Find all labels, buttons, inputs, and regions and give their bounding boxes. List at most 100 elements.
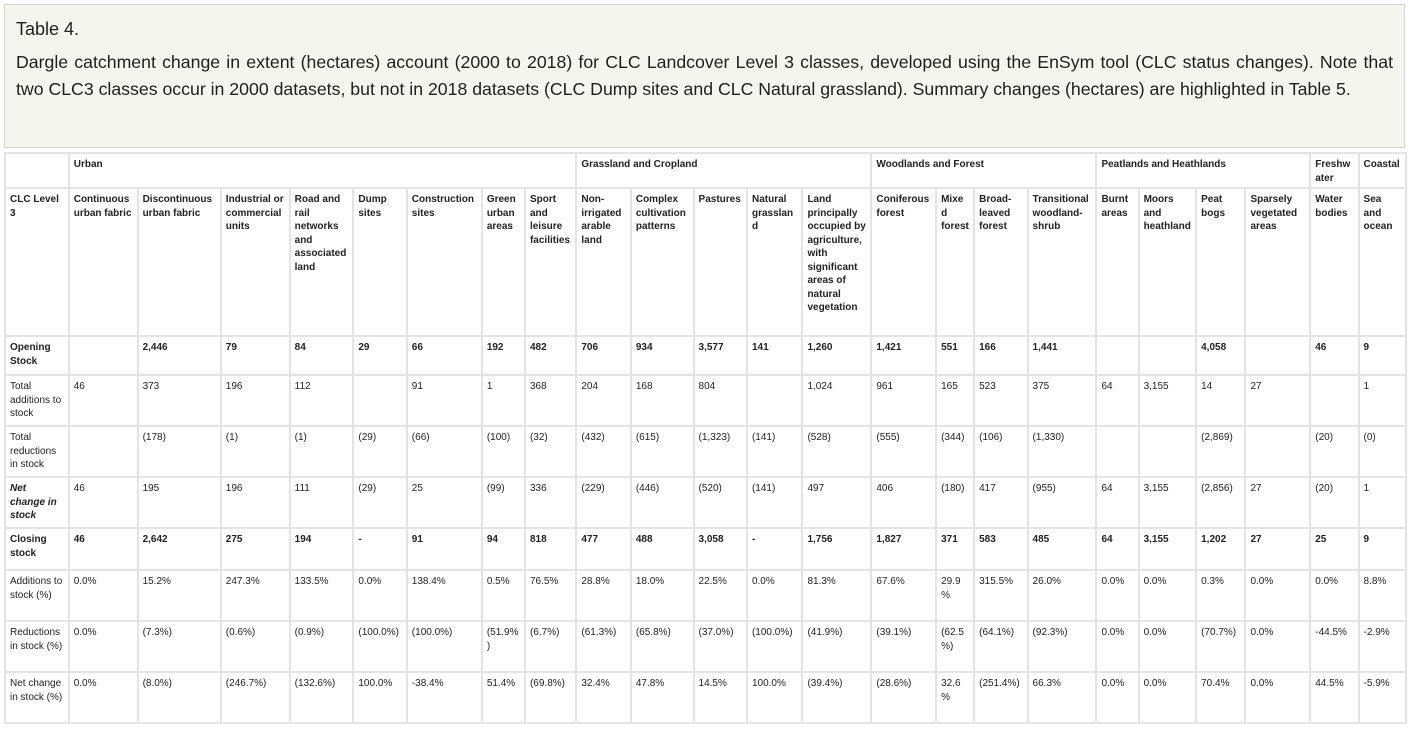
table-cell: 3,577 — [692, 335, 748, 376]
table-cell: (528) — [801, 425, 873, 478]
table-cell: -5.9% — [1357, 671, 1408, 724]
table-cell: 485 — [1026, 527, 1098, 571]
table-cell: 15.2% — [136, 569, 222, 622]
table-cell: 32.4% — [575, 671, 632, 724]
table-cell: 0.0% — [1137, 671, 1198, 724]
table-cell: (432) — [575, 425, 632, 478]
table-cell: 18.0% — [629, 569, 695, 622]
table-cell: 0.5% — [480, 569, 526, 622]
table-cell: 497 — [801, 476, 873, 529]
table-cell: (65.8%) — [629, 620, 695, 673]
table-cell: 375 — [1026, 374, 1098, 427]
table-row: Net change in stock (%) 0.0% (8.0%) (246.7%… — [4, 671, 1408, 724]
table-row: Additions to stock (%) 0.0% 15.2% 247.3% 133… — [4, 569, 1408, 622]
table-number: Table 4. — [16, 19, 80, 39]
table-cell: 141 — [745, 335, 804, 376]
table-cell: 1,202 — [1195, 527, 1247, 571]
table-cell: (106) — [973, 425, 1029, 478]
class-header-cell: Broad-leaved forest — [973, 187, 1029, 337]
table-cell: (32) — [523, 425, 578, 478]
table-row: Reductions in stock (%) 0.0% (7.3%) (0.6%)(… — [4, 620, 1408, 673]
table-cell: 482 — [523, 335, 578, 376]
table-cell: 373 — [136, 374, 222, 427]
class-header-cell: Sport and leisure facilities — [523, 187, 578, 337]
table-cell: 0.0% — [1137, 569, 1198, 622]
table-cell: 371 — [935, 527, 976, 571]
table-cell: 0.0% — [1309, 569, 1360, 622]
table-cell: 138.4% — [405, 569, 483, 622]
table-cell: 46 — [67, 374, 139, 427]
table-cell: 22.5% — [692, 569, 748, 622]
table-cell: 934 — [629, 335, 695, 376]
table-cell: 488 — [629, 527, 695, 571]
table-cell: 46 — [67, 527, 139, 571]
row-label: Opening Stock — [4, 335, 70, 376]
table-cell: 29 — [352, 335, 408, 376]
table-cell: (229) — [575, 476, 632, 529]
table-cell: 100.0% — [745, 671, 804, 724]
table-cell: (178) — [136, 425, 222, 478]
table-cell: 196 — [219, 476, 291, 529]
class-header-cell: Transitional woodland-shrub — [1026, 187, 1098, 337]
row-header-clc-level-3: CLC Level 3 — [4, 187, 70, 337]
table-cell: 3,155 — [1137, 527, 1198, 571]
group-header-freshwater: Freshwater — [1309, 152, 1360, 189]
table-cell: 66.3% — [1026, 671, 1098, 724]
table-cell: (62.5%) — [935, 620, 976, 673]
table-cell: 0.0% — [1244, 671, 1312, 724]
table-cell: 9 — [1357, 527, 1408, 571]
table-cell: 0.0% — [745, 569, 804, 622]
class-header-cell: Mixed forest — [935, 187, 976, 337]
table-cell: 51.4% — [480, 671, 526, 724]
table-cell: 1,441 — [1026, 335, 1098, 376]
table-cell: (92.3%) — [1026, 620, 1098, 673]
class-header-cell: Complex cultivation patterns — [629, 187, 695, 337]
table-cell: (28.6%) — [870, 671, 938, 724]
table-cell: 275 — [219, 527, 291, 571]
table-cell: 417 — [973, 476, 1029, 529]
table-cell: 29.9% — [935, 569, 976, 622]
table-cell: (6.7%) — [523, 620, 578, 673]
table-description: Dargle catchment change in extent (hecta… — [16, 52, 1393, 99]
table-cell: 195 — [136, 476, 222, 529]
row-label: Additions to stock (%) — [4, 569, 70, 622]
class-header-cell: Coniferous forest — [870, 187, 938, 337]
class-header-row: CLC Level 3 Continuous urban fabric Disco… — [4, 187, 1408, 337]
table-cell: 27 — [1244, 527, 1312, 571]
table-cell: 196 — [219, 374, 291, 427]
table-cell: 133.5% — [288, 569, 355, 622]
table-cell — [1095, 425, 1140, 478]
table-cell: 27 — [1244, 374, 1312, 427]
table-cell: 406 — [870, 476, 938, 529]
class-header-cell: Construction sites — [405, 187, 483, 337]
table-cell: (100.0%) — [405, 620, 483, 673]
table-cell: (1) — [288, 425, 355, 478]
table-cell: (39.1%) — [870, 620, 938, 673]
group-header-blank — [4, 152, 70, 189]
class-header-cell: Discontinuous urban fabric — [136, 187, 222, 337]
table-cell: 168 — [629, 374, 695, 427]
table-cell: (1) — [219, 425, 291, 478]
table-cell: 94 — [480, 527, 526, 571]
table-cell: (8.0%) — [136, 671, 222, 724]
table-cell: (2,869) — [1195, 425, 1247, 478]
table-cell: -44.5% — [1309, 620, 1360, 673]
class-header-cell: Non-irrigated arable land — [575, 187, 632, 337]
table-cell: (37.0%) — [692, 620, 748, 673]
table-cell: (41.9%) — [801, 620, 873, 673]
table-cell: (51.9%) — [480, 620, 526, 673]
table-cell: 0.0% — [1095, 569, 1140, 622]
table-cell: - — [745, 527, 804, 571]
table-cell: (180) — [935, 476, 976, 529]
table-cell: 70.4% — [1195, 671, 1247, 724]
table-cell: 0.0% — [1137, 620, 1198, 673]
table-cell: 44.5% — [1309, 671, 1360, 724]
table-cell: 111 — [288, 476, 355, 529]
table-cell: (29) — [352, 425, 408, 478]
table-cell: (246.7%) — [219, 671, 291, 724]
table-cell: 14 — [1195, 374, 1247, 427]
table-cell: 804 — [692, 374, 748, 427]
table-cell: 4,058 — [1195, 335, 1247, 376]
table-cell: (0) — [1357, 425, 1408, 478]
table-cell: (69.8%) — [523, 671, 578, 724]
